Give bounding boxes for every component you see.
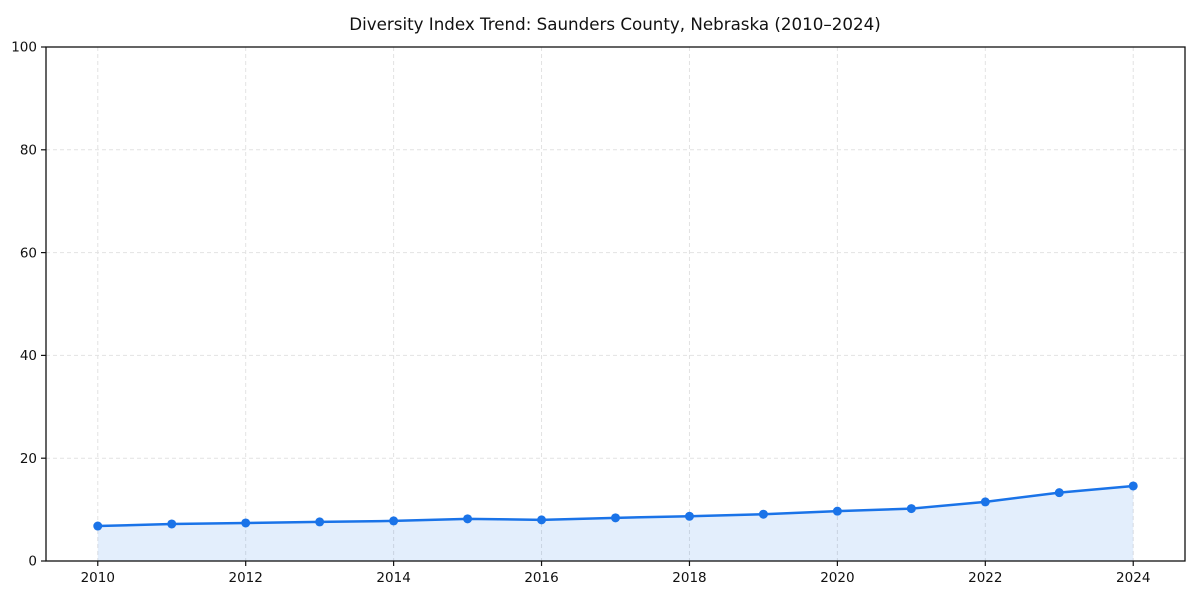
data-point-2015 bbox=[463, 514, 473, 524]
data-point-2014 bbox=[389, 516, 399, 526]
data-point-2013 bbox=[315, 517, 325, 527]
data-point-2011 bbox=[167, 519, 177, 529]
data-point-2019 bbox=[758, 509, 768, 519]
x-tick-label: 2016 bbox=[524, 570, 558, 586]
grid-layer bbox=[46, 47, 1185, 561]
x-tick-label: 2022 bbox=[968, 570, 1002, 586]
y-tick-label: 20 bbox=[20, 451, 37, 467]
data-point-2010 bbox=[93, 521, 103, 531]
area-fill bbox=[97, 485, 1134, 561]
plot-frame bbox=[45, 46, 1186, 562]
x-tick-label: 2014 bbox=[376, 570, 410, 586]
x-tick-label: 2020 bbox=[820, 570, 854, 586]
data-point-2022 bbox=[980, 497, 990, 507]
y-tick-label: 100 bbox=[11, 40, 37, 56]
data-point-2018 bbox=[684, 511, 694, 521]
data-point-2020 bbox=[832, 506, 842, 516]
y-tick-label: 40 bbox=[20, 348, 37, 364]
series-layer bbox=[93, 481, 1138, 561]
axis-layer: 0 20 40 60 80 100 2010 2012 2014 2016 2018 2020 2022… bbox=[11, 40, 1186, 586]
chart-title: Diversity Index Trend: Saunders County, … bbox=[349, 14, 880, 34]
data-point-2012 bbox=[241, 518, 251, 528]
y-tick-label: 80 bbox=[20, 143, 37, 159]
data-point-2024 bbox=[1128, 481, 1138, 491]
y-tick-label: 0 bbox=[28, 554, 37, 570]
data-point-2016 bbox=[537, 515, 547, 525]
data-point-2017 bbox=[611, 513, 620, 523]
x-tick-label: 2010 bbox=[81, 570, 115, 586]
x-tick-label: 2018 bbox=[672, 570, 706, 586]
x-tick-label: 2024 bbox=[1116, 570, 1150, 586]
data-point-2023 bbox=[1054, 488, 1064, 498]
data-point-2021 bbox=[906, 504, 916, 514]
y-tick-label: 60 bbox=[20, 245, 37, 261]
x-tick-label: 2012 bbox=[229, 570, 263, 586]
